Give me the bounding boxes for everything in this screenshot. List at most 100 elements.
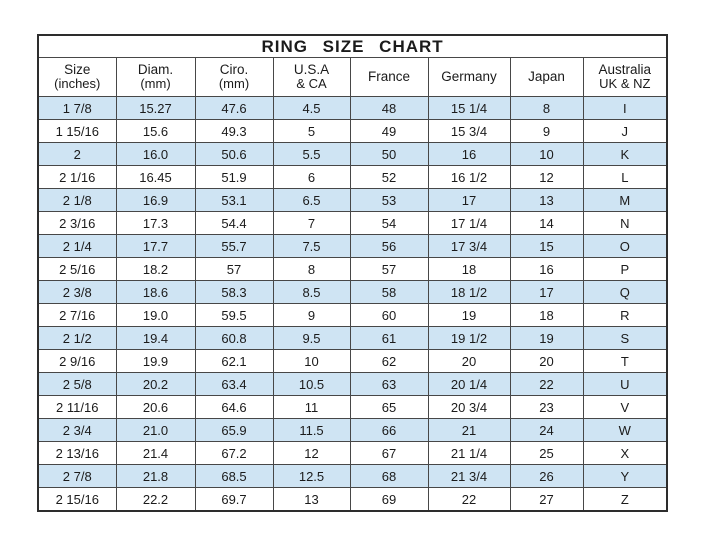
column-header-sub: (inches) xyxy=(54,76,101,92)
table-cell-size-inches: 2 1/4 xyxy=(37,234,117,258)
table-cell-japan: 20 xyxy=(509,349,584,373)
table-row: 2 9/16 19.9 62.1 10 62 20 20 T xyxy=(37,349,668,373)
ring-size-table: RING SIZE CHART Size (inches) Diam. (mm) Cir… xyxy=(37,34,669,512)
table-cell-germany: 16 1/2 xyxy=(427,165,511,189)
table-cell-ciro-mm: 57 xyxy=(194,257,274,281)
table-cell-australia-uk-nz: W xyxy=(582,418,668,442)
table-cell-germany: 21 1/4 xyxy=(427,441,511,465)
table-cell-diam-mm: 15.27 xyxy=(115,96,196,120)
table-cell-usa-ca: 7 xyxy=(272,211,351,235)
table-cell-germany: 20 3/4 xyxy=(427,395,511,419)
table-cell-france: 60 xyxy=(349,303,429,327)
table-cell-ciro-mm: 59.5 xyxy=(194,303,274,327)
table-cell-france: 66 xyxy=(349,418,429,442)
table-cell-usa-ca: 5.5 xyxy=(272,142,351,166)
table-cell-germany: 20 xyxy=(427,349,511,373)
table-cell-size-inches: 2 3/16 xyxy=(37,211,117,235)
table-cell-diam-mm: 21.4 xyxy=(115,441,196,465)
table-cell-australia-uk-nz: J xyxy=(582,119,668,143)
column-header-size-inches: Size (inches) xyxy=(37,57,117,97)
table-cell-ciro-mm: 65.9 xyxy=(194,418,274,442)
table-cell-germany: 15 3/4 xyxy=(427,119,511,143)
table-cell-ciro-mm: 49.3 xyxy=(194,119,274,143)
table-row: 2 1/2 19.4 60.8 9.5 61 19 1/2 19 S xyxy=(37,326,668,350)
table-row: 2 5/8 20.2 63.4 10.5 63 20 1/4 22 U xyxy=(37,372,668,396)
table-cell-ciro-mm: 51.9 xyxy=(194,165,274,189)
table-cell-size-inches: 2 15/16 xyxy=(37,487,117,512)
table-cell-size-inches: 2 5/8 xyxy=(37,372,117,396)
table-cell-diam-mm: 19.4 xyxy=(115,326,196,350)
column-header-germany: Germany xyxy=(427,57,511,97)
table-cell-australia-uk-nz: L xyxy=(582,165,668,189)
table-cell-france: 49 xyxy=(349,119,429,143)
table-cell-france: 67 xyxy=(349,441,429,465)
table-cell-germany: 21 xyxy=(427,418,511,442)
table-cell-germany: 19 1/2 xyxy=(427,326,511,350)
table-cell-usa-ca: 10 xyxy=(272,349,351,373)
title-row: RING SIZE CHART xyxy=(37,34,668,58)
table-cell-diam-mm: 16.9 xyxy=(115,188,196,212)
table-cell-diam-mm: 19.9 xyxy=(115,349,196,373)
table-cell-ciro-mm: 64.6 xyxy=(194,395,274,419)
chart-title: RING SIZE CHART xyxy=(37,34,668,58)
table-row: 2 3/4 21.0 65.9 11.5 66 21 24 W xyxy=(37,418,668,442)
table-cell-france: 50 xyxy=(349,142,429,166)
table-row: 2 13/16 21.4 67.2 12 67 21 1/4 25 X xyxy=(37,441,668,465)
table-row: 2 11/16 20.6 64.6 11 65 20 3/4 23 V xyxy=(37,395,668,419)
column-header-australia-uk-nz: Australia UK & NZ xyxy=(582,57,668,97)
table-cell-australia-uk-nz: M xyxy=(582,188,668,212)
table-cell-diam-mm: 20.2 xyxy=(115,372,196,396)
table-cell-ciro-mm: 63.4 xyxy=(194,372,274,396)
column-header-sub: UK & NZ xyxy=(599,76,651,92)
column-header-row: Size (inches) Diam. (mm) Ciro. (mm) U.S.A & CA F… xyxy=(37,57,668,97)
table-cell-germany: 19 xyxy=(427,303,511,327)
column-header-diam-mm: Diam. (mm) xyxy=(115,57,196,97)
table-cell-japan: 26 xyxy=(509,464,584,488)
table-cell-japan: 23 xyxy=(509,395,584,419)
table-cell-size-inches: 2 1/16 xyxy=(37,165,117,189)
column-header-france: France xyxy=(349,57,429,97)
table-cell-size-inches: 1 7/8 xyxy=(37,96,117,120)
table-cell-ciro-mm: 58.3 xyxy=(194,280,274,304)
table-cell-ciro-mm: 67.2 xyxy=(194,441,274,465)
table-cell-germany: 21 3/4 xyxy=(427,464,511,488)
table-cell-japan: 12 xyxy=(509,165,584,189)
table-cell-diam-mm: 21.0 xyxy=(115,418,196,442)
table-cell-france: 61 xyxy=(349,326,429,350)
column-header-usa-ca: U.S.A & CA xyxy=(272,57,351,97)
table-cell-france: 48 xyxy=(349,96,429,120)
table-cell-france: 68 xyxy=(349,464,429,488)
table-cell-australia-uk-nz: N xyxy=(582,211,668,235)
column-header-sub: & CA xyxy=(296,76,327,92)
table-cell-size-inches: 1 15/16 xyxy=(37,119,117,143)
table-row: 2 3/8 18.6 58.3 8.5 58 18 1/2 17 Q xyxy=(37,280,668,304)
table-cell-size-inches: 2 3/4 xyxy=(37,418,117,442)
table-cell-diam-mm: 20.6 xyxy=(115,395,196,419)
table-cell-germany: 18 1/2 xyxy=(427,280,511,304)
table-cell-diam-mm: 21.8 xyxy=(115,464,196,488)
table-row: 2 3/16 17.3 54.4 7 54 17 1/4 14 N xyxy=(37,211,668,235)
table-row: 1 15/16 15.6 49.3 5 49 15 3/4 9 J xyxy=(37,119,668,143)
table-cell-usa-ca: 4.5 xyxy=(272,96,351,120)
table-cell-ciro-mm: 53.1 xyxy=(194,188,274,212)
table-cell-usa-ca: 13 xyxy=(272,487,351,512)
ring-size-chart: RING SIZE CHART Size (inches) Diam. (mm) Cir… xyxy=(37,34,669,512)
table-cell-usa-ca: 12.5 xyxy=(272,464,351,488)
table-cell-australia-uk-nz: Q xyxy=(582,280,668,304)
table-cell-japan: 24 xyxy=(509,418,584,442)
table-cell-ciro-mm: 62.1 xyxy=(194,349,274,373)
table-cell-japan: 25 xyxy=(509,441,584,465)
table-cell-france: 53 xyxy=(349,188,429,212)
table-row: 2 15/16 22.2 69.7 13 69 22 27 Z xyxy=(37,487,668,512)
table-cell-size-inches: 2 11/16 xyxy=(37,395,117,419)
table-cell-australia-uk-nz: U xyxy=(582,372,668,396)
table-cell-australia-uk-nz: O xyxy=(582,234,668,258)
table-cell-japan: 19 xyxy=(509,326,584,350)
table-cell-australia-uk-nz: X xyxy=(582,441,668,465)
table-cell-size-inches: 2 7/16 xyxy=(37,303,117,327)
table-cell-germany: 18 xyxy=(427,257,511,281)
table-cell-germany: 20 1/4 xyxy=(427,372,511,396)
table-cell-usa-ca: 9.5 xyxy=(272,326,351,350)
table-cell-diam-mm: 18.6 xyxy=(115,280,196,304)
table-cell-diam-mm: 18.2 xyxy=(115,257,196,281)
